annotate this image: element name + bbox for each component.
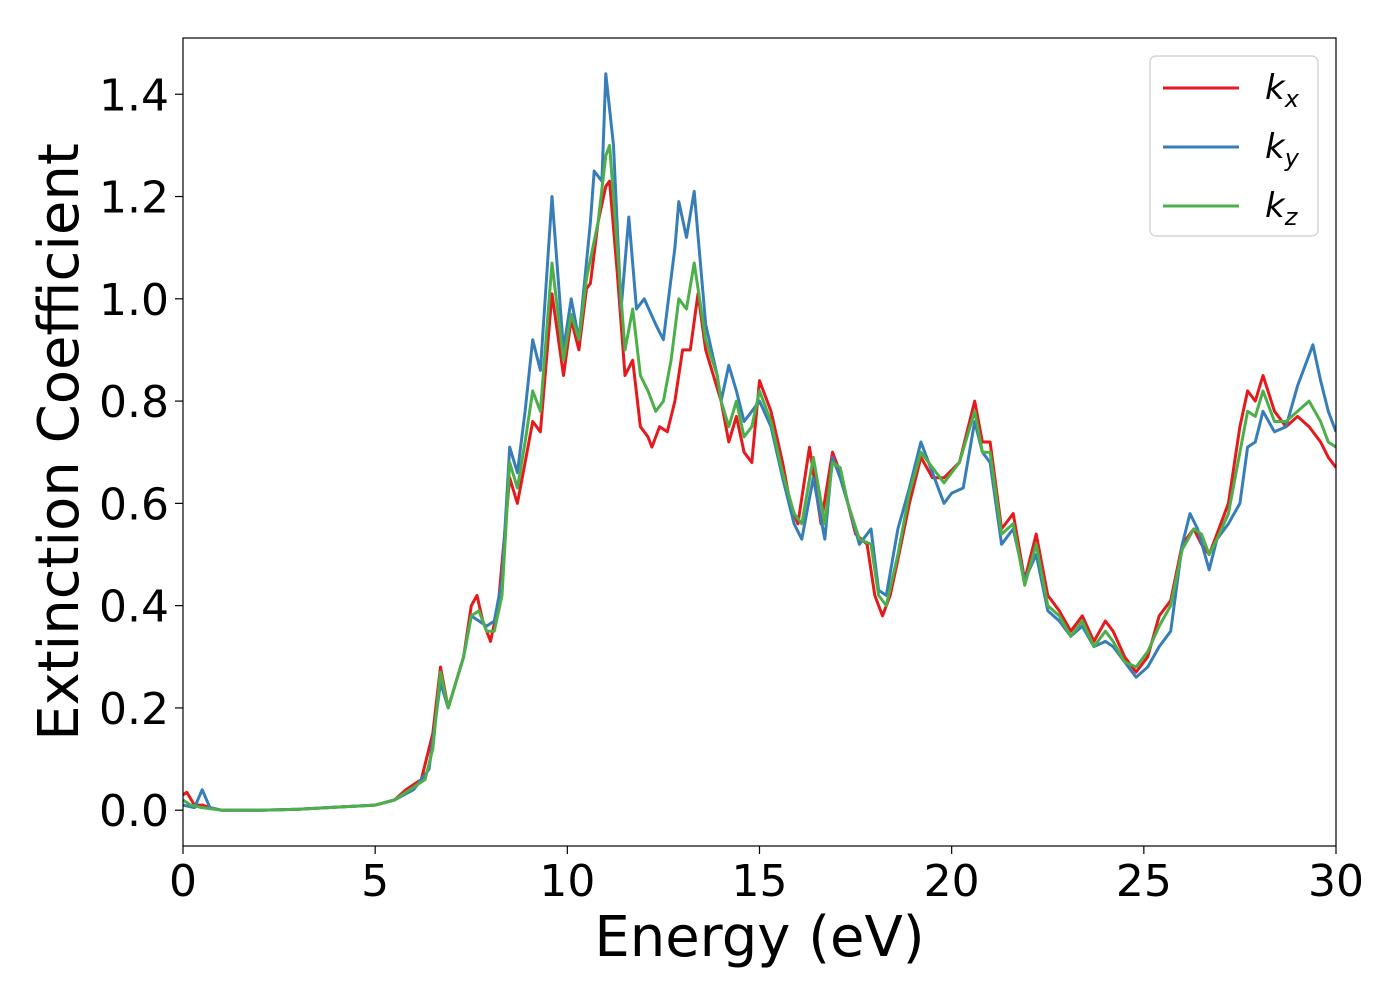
y-tick-label: 1.2 [99, 173, 169, 224]
x-tick-label: 0 [169, 856, 197, 907]
y-tick-label: 0.4 [99, 582, 169, 633]
legend-label-ky: ky [1265, 127, 1300, 172]
legend-label-kz: kz [1265, 186, 1299, 231]
y-tick-label: 0.2 [99, 684, 169, 735]
x-axis-label: Energy (eV) [594, 905, 924, 970]
series-layer [183, 72, 1336, 812]
legend: kx ky kz [1149, 55, 1319, 237]
series-line-kz [183, 143, 1336, 812]
x-tick-label: 30 [1308, 856, 1364, 907]
x-tick-label: 15 [732, 856, 788, 907]
y-tick-label: 0.8 [99, 377, 169, 428]
x-tick-label: 5 [361, 856, 389, 907]
y-axis-label: Extinction Coefficient [27, 143, 92, 741]
x-tick-label: 25 [1116, 856, 1172, 907]
legend-label-kx: kx [1265, 68, 1300, 113]
y-tick-label: 0.0 [99, 786, 169, 837]
y-tick-label: 1.4 [99, 70, 169, 121]
x-axis: 0 5 10 15 20 25 30 [169, 846, 1364, 907]
y-tick-label: 1.0 [99, 275, 169, 326]
x-tick-label: 10 [539, 856, 595, 907]
y-tick-label: 0.6 [99, 479, 169, 530]
x-tick-label: 20 [924, 856, 980, 907]
y-axis: 0.0 0.2 0.4 0.6 0.8 1.0 1.2 1.4 [99, 70, 183, 837]
